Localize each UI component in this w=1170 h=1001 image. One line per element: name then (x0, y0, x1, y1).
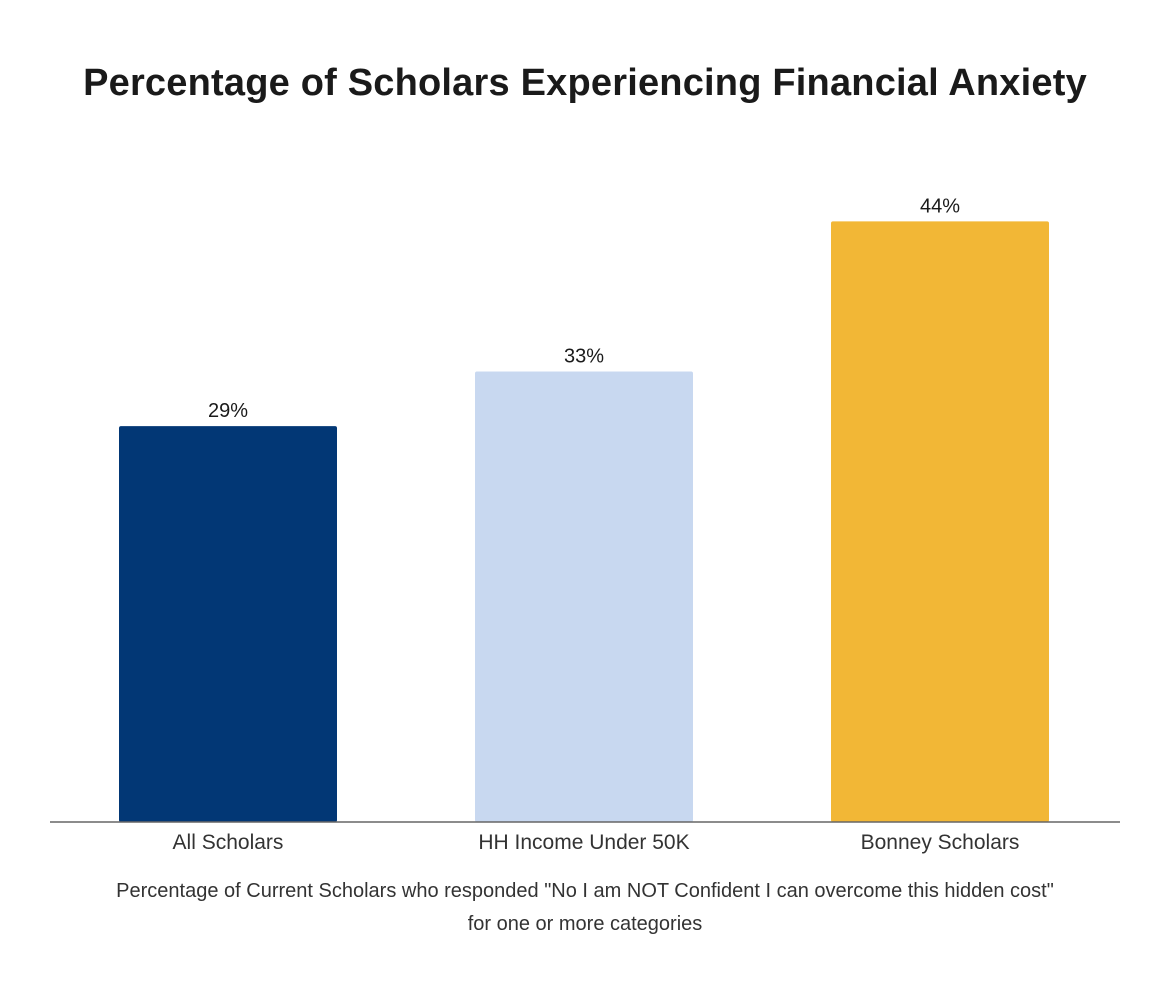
bar-all-scholars (119, 426, 337, 822)
labels-layer: 29% All Scholars 33% HH Income Under 50K 44%… (173, 195, 1020, 854)
bars-layer (119, 221, 1049, 822)
bar-hh-income-under-50k (475, 371, 693, 822)
chart-title: Percentage of Scholars Experiencing Fina… (83, 62, 1087, 104)
data-label-all-scholars: 29% (208, 400, 248, 422)
data-label-hh-income-under-50k: 33% (564, 346, 604, 368)
x-tick-label-all-scholars: All Scholars (173, 831, 284, 854)
bar-bonney-scholars (831, 221, 1049, 822)
x-tick-label-bonney-scholars: Bonney Scholars (861, 831, 1020, 854)
x-tick-label-hh-income-under-50k: HH Income Under 50K (478, 831, 689, 854)
data-label-bonney-scholars: 44% (920, 195, 960, 217)
chart-caption-line-2: for one or more categories (467, 913, 703, 935)
chart-caption-line-1: Percentage of Current Scholars who respo… (116, 880, 1054, 902)
